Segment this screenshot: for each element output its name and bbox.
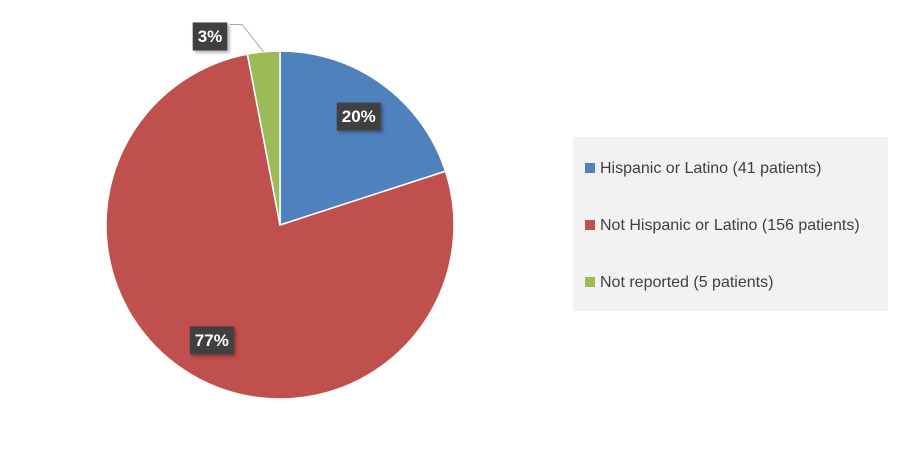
leader-line [229,23,265,53]
pie-slice [246,50,281,226]
legend-swatch [585,277,595,287]
data-label: 20% [342,107,376,126]
legend-label: Hispanic or Latino (41 patients) [600,160,821,177]
legend-label: Not reported (5 patients) [600,274,773,291]
legend-swatch [585,163,595,173]
data-label: 77% [195,331,229,350]
pie-slice [105,53,455,400]
label-box [192,22,228,51]
pie-slice [279,50,447,227]
label-box [189,326,234,355]
legend-swatch [585,220,595,230]
legend-box [573,137,888,311]
label-box [336,102,381,131]
legend-label: Not Hispanic or Latino (156 patients) [600,217,860,234]
data-label: 3% [198,27,223,46]
